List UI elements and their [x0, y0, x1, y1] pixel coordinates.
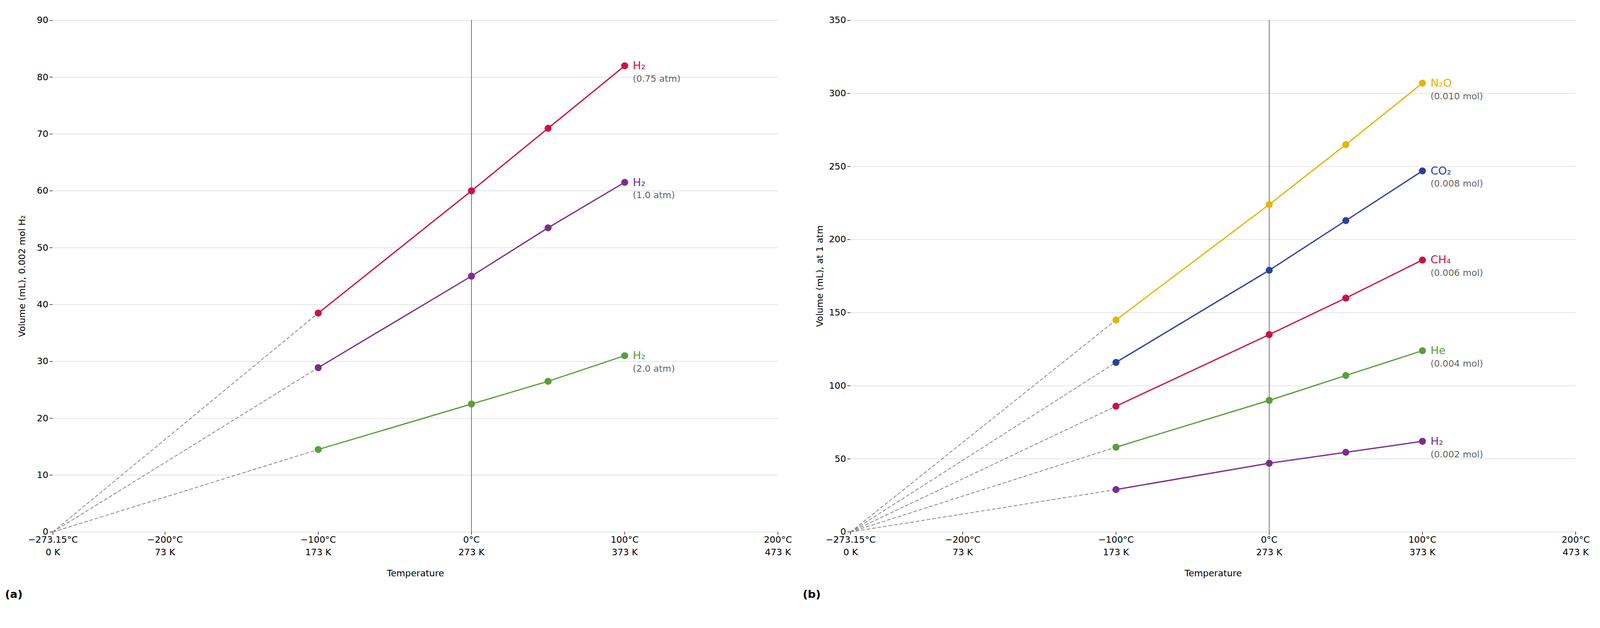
svg-text:−200°C: −200°C [147, 534, 184, 545]
svg-text:(0.002 mol): (0.002 mol) [1430, 448, 1484, 460]
svg-text:CO₂: CO₂ [1430, 164, 1452, 177]
svg-text:10: 10 [37, 469, 49, 480]
html-text:(a): (a) [5, 587, 23, 601]
svg-text:0°C: 0°C [1261, 534, 1278, 545]
svg-text:100°C: 100°C [1408, 534, 1437, 545]
svg-text:(0.008 mol): (0.008 mol) [1430, 178, 1484, 189]
svg-text:473 K: 473 K [765, 546, 792, 558]
svg-text:70: 70 [37, 128, 49, 139]
svg-text:373 K: 373 K [611, 546, 639, 558]
svg-text:H₂: H₂ [632, 348, 646, 362]
svg-text:73 K: 73 K [154, 546, 176, 558]
svg-text:Temperature: Temperature [1183, 567, 1242, 579]
svg-text:−273.15°C: −273.15°C [28, 534, 79, 545]
svg-text:Volume (mL), 0.002 mol H₂: Volume (mL), 0.002 mol H₂ [16, 215, 28, 337]
svg-text:30: 30 [37, 355, 49, 367]
html-text:(b): (b) [802, 587, 821, 601]
svg-text:0: 0 [840, 526, 847, 537]
svg-text:300: 300 [828, 87, 846, 99]
svg-text:He: He [1430, 343, 1446, 357]
svg-text:(1.0 atm): (1.0 atm) [632, 189, 675, 201]
svg-text:73 K: 73 K [952, 546, 974, 558]
svg-text:H₂: H₂ [632, 175, 646, 189]
svg-text:200°C: 200°C [1561, 534, 1590, 545]
svg-text:H₂: H₂ [632, 59, 646, 72]
svg-text:N₂O: N₂O [1430, 76, 1453, 90]
svg-text:0 K: 0 K [843, 546, 859, 558]
svg-text:273 K: 273 K [1256, 546, 1283, 558]
svg-text:(0.75 atm): (0.75 atm) [632, 73, 681, 84]
svg-text:60: 60 [37, 185, 49, 196]
svg-text:250: 250 [828, 160, 846, 172]
svg-text:CH₄: CH₄ [1430, 253, 1452, 266]
svg-text:(2.0 atm): (2.0 atm) [632, 363, 675, 374]
svg-text:(0.010 mol): (0.010 mol) [1430, 90, 1484, 102]
svg-text:−100°C: −100°C [1098, 534, 1134, 545]
svg-text:20: 20 [37, 412, 49, 424]
svg-text:100: 100 [828, 380, 846, 391]
svg-text:50: 50 [37, 242, 49, 253]
svg-text:350: 350 [828, 14, 846, 26]
svg-text:473 K: 473 K [1562, 546, 1590, 558]
svg-text:0: 0 [42, 526, 49, 537]
svg-text:(0.006 mol): (0.006 mol) [1430, 267, 1484, 278]
svg-text:50: 50 [834, 453, 847, 464]
svg-text:273 K: 273 K [458, 546, 485, 558]
svg-text:80: 80 [37, 71, 49, 83]
svg-text:Volume (mL), at 1 atm: Volume (mL), at 1 atm [814, 225, 825, 327]
svg-text:100°C: 100°C [610, 534, 639, 545]
svg-text:H₂: H₂ [1430, 434, 1444, 448]
svg-text:0°C: 0°C [463, 534, 480, 545]
svg-text:−200°C: −200°C [945, 534, 981, 545]
svg-text:(0.004 mol): (0.004 mol) [1430, 358, 1484, 369]
svg-text:200: 200 [828, 233, 846, 245]
svg-text:200°C: 200°C [764, 534, 793, 545]
svg-text:−100°C: −100°C [300, 534, 336, 545]
svg-text:Temperature: Temperature [386, 567, 444, 579]
svg-text:173 K: 173 K [1103, 546, 1130, 558]
svg-text:373 K: 373 K [1409, 546, 1437, 558]
svg-text:150: 150 [828, 306, 846, 318]
svg-text:40: 40 [37, 298, 49, 310]
svg-text:0 K: 0 K [45, 546, 61, 558]
svg-text:173 K: 173 K [305, 546, 332, 558]
svg-text:90: 90 [37, 14, 49, 26]
svg-text:−273.15°C: −273.15°C [825, 534, 876, 545]
